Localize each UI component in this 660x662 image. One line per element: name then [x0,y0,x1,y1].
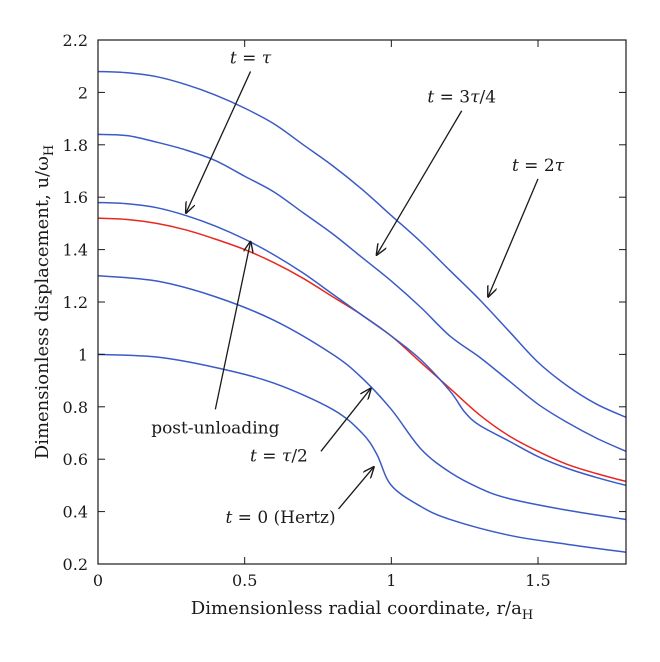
annotation-label-t-0-hertz: t = 0 (Hertz) [225,508,335,528]
series-line-t-3-4 [97,133,627,453]
y-tick-label: 0.8 [63,398,88,417]
x-tick-label: 1.5 [525,571,550,590]
y-tick-label: 1.4 [63,241,88,260]
y-tick-label: 1 [78,345,88,364]
annotation-label-t-2tau: t = 2τ [512,156,565,176]
series-line-t-2 [97,70,627,418]
annotations-layer: t = τ t = 3τ/4 t = 2τ post-unloading t = τ/2… [151,48,564,528]
y-tick-label: 0.6 [63,450,88,469]
series-layer [97,70,627,553]
y-axis-label: Dimensionless displacement, u/ωH [32,145,57,459]
annotation-label-t-3tau4: t = 3τ/4 [427,88,496,108]
ticks-layer: 0 0.5 1 1.5 0.2 0.4 0.6 0.8 1 1.2 1.4 1.6 1.8 2 2.2 [63,31,626,590]
x-tick-label: 0 [93,571,103,590]
annotation-arrow-t-2tau [488,178,539,297]
y-tick-label: 1.8 [63,136,88,155]
x-axis-label-main: Dimensionless radial coordinate, r/a [191,598,522,619]
y-tick-label: 0.4 [63,503,88,522]
series-line-t-0-hertz [97,353,627,553]
annotation-arrow-t-0-hertz [338,467,374,510]
y-tick-label: 1.6 [63,188,88,207]
annotation-arrow-t-3tau4 [377,110,463,255]
plot-frame [97,39,627,565]
annotation-arrow-post-unloading [214,242,250,410]
series-line-t-2 [97,275,627,521]
y-axis-label-main: Dimensionless displacement, u/ω [32,156,53,459]
y-tick-label: 2.2 [63,31,88,50]
x-tick-label: 1 [386,571,396,590]
y-tick-label: 1.2 [63,293,88,312]
x-axis-label: Dimensionless radial coordinate, r/aH [191,598,533,623]
y-tick-label: 2 [78,83,88,102]
y-axis-label-sub: H [42,145,57,156]
annotation-label-post-unloading: post-unloading [151,418,279,438]
annotation-arrow-t-tau2 [320,388,371,452]
x-axis-label-sub: H [522,608,533,623]
annotation-label-t-tau: t = τ [230,48,272,68]
annotation-label-t-tau2: t = τ/2 [250,446,308,466]
y-tick-label: 0.2 [63,555,88,574]
x-tick-label: 0.5 [232,571,257,590]
series-line-t [97,201,627,487]
annotation-arrow-t-tau [186,71,252,212]
